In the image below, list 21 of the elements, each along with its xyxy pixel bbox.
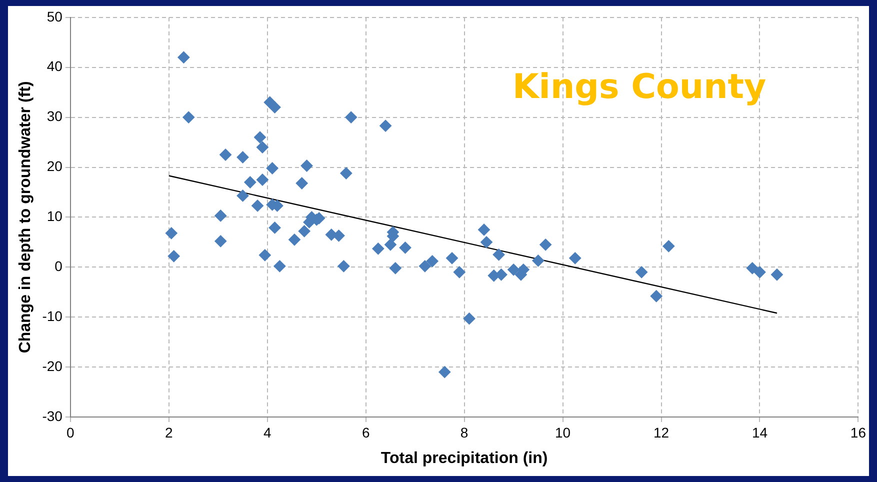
x-tick-label: 8 (460, 424, 468, 440)
x-tick-label: 6 (362, 424, 370, 440)
x-tick-label: 2 (165, 424, 174, 440)
y-tick-label: -30 (42, 408, 63, 424)
x-tick-label: 4 (263, 424, 272, 440)
y-tick-label: 20 (46, 158, 63, 174)
y-tick-label: -10 (42, 308, 63, 324)
text: Kings County (512, 67, 766, 108)
x-tick-label: 12 (653, 424, 670, 440)
y-tick-label: -20 (42, 358, 63, 374)
y-tick-label: 30 (46, 108, 63, 124)
x-tick-label: 16 (850, 424, 866, 440)
x-tick-label: 0 (66, 424, 75, 440)
y-tick-label: 50 (46, 8, 63, 24)
y-tick-label: 40 (46, 58, 63, 74)
x-tick-label: 10 (555, 424, 571, 440)
x-tick-label: 14 (752, 424, 768, 440)
y-tick-label: 0 (54, 258, 63, 274)
y-tick-label: 10 (46, 208, 63, 224)
y-axis-title: Change in depth to groundwater (ft) (17, 81, 34, 354)
x-axis-title: Total precipitation (in) (380, 450, 548, 467)
